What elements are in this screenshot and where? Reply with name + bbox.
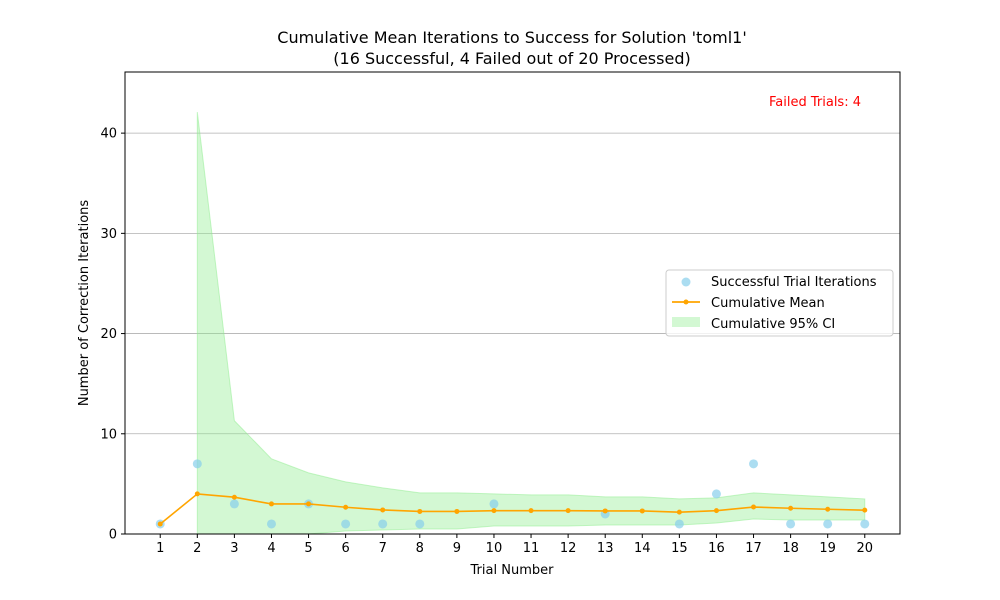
scatter-point: [860, 519, 870, 529]
legend-label-line: Cumulative Mean: [711, 296, 825, 311]
scatter-layer: [155, 459, 870, 529]
x-tick-label: 12: [560, 541, 577, 556]
x-tick-label: 8: [416, 541, 424, 556]
mean-point: [602, 508, 608, 514]
y-tick-label: 10: [100, 427, 117, 442]
x-tick-label: 13: [597, 541, 614, 556]
scatter-point: [749, 459, 759, 469]
chart-title: Cumulative Mean Iterations to Success fo…: [277, 28, 746, 47]
mean-point: [454, 508, 460, 514]
scatter-point: [711, 489, 721, 499]
legend-scatter-marker: [681, 277, 691, 287]
mean-point: [268, 501, 274, 507]
legend-band-marker: [672, 317, 700, 327]
x-tick-label: 2: [193, 541, 201, 556]
mean-point: [565, 508, 571, 514]
scatter-point: [415, 519, 425, 529]
legend: Successful Trial Iterations Cumulative M…: [665, 269, 894, 337]
x-tick-label: 19: [819, 541, 836, 556]
x-tick-label: 3: [230, 541, 238, 556]
chart-subtitle: (16 Successful, 4 Failed out of 20 Proce…: [333, 49, 690, 68]
y-tick-label: 30: [100, 227, 117, 242]
x-tick-label: 18: [782, 541, 799, 556]
legend-label-band: Cumulative 95% CI: [711, 317, 835, 332]
mean-point: [788, 505, 794, 511]
scatter-point: [786, 519, 796, 529]
x-axis-label: Trial Number: [470, 563, 555, 578]
scatter-point: [674, 519, 684, 529]
mean-point: [157, 521, 163, 527]
legend-line-dot: [683, 299, 689, 305]
x-tick-label: 1: [156, 541, 164, 556]
x-tick-label: 10: [486, 541, 503, 556]
scatter-point: [378, 519, 388, 529]
mean-point: [676, 509, 682, 515]
mean-point: [639, 508, 645, 514]
mean-point: [713, 508, 719, 514]
x-tick-label: 14: [634, 541, 651, 556]
mean-point: [306, 501, 312, 507]
x-tick-label: 11: [523, 541, 540, 556]
scatter-point: [192, 459, 202, 469]
y-tick-label: 0: [109, 528, 117, 543]
scatter-point: [229, 499, 239, 509]
mean-point: [862, 507, 868, 513]
plot-frame: [124, 71, 901, 535]
mean-point: [528, 508, 534, 514]
scatter-point: [489, 499, 499, 509]
scatter-point: [266, 519, 276, 529]
x-tick-label: 5: [304, 541, 312, 556]
x-tick-label: 15: [671, 541, 688, 556]
scatter-point: [823, 519, 833, 529]
mean-point: [343, 504, 349, 510]
mean-point: [194, 491, 200, 497]
x-tick-label: 17: [745, 541, 762, 556]
mean-line-layer: [157, 491, 868, 527]
mean-line: [159, 493, 865, 525]
mean-point: [825, 506, 831, 512]
y-axis-label: Number of Correction Iterations: [77, 200, 92, 407]
x-tick-label: 7: [379, 541, 387, 556]
x-tick-label: 9: [453, 541, 461, 556]
y-tick-label: 20: [100, 327, 117, 342]
legend-label-scatter: Successful Trial Iterations: [711, 275, 877, 290]
mean-point: [231, 494, 237, 500]
mean-point: [417, 508, 423, 514]
mean-point: [380, 507, 386, 513]
mean-point: [751, 504, 757, 510]
failed-trials-annotation: Failed Trials: 4: [769, 95, 861, 110]
y-tick-label: 40: [100, 127, 117, 142]
x-tick-label: 6: [341, 541, 349, 556]
scatter-point: [341, 519, 351, 529]
x-tick-label: 4: [267, 541, 275, 556]
mean-point: [491, 508, 497, 514]
x-tick-label: 16: [708, 541, 725, 556]
legend-frame: [665, 269, 894, 337]
x-tick-label: 20: [856, 541, 873, 556]
